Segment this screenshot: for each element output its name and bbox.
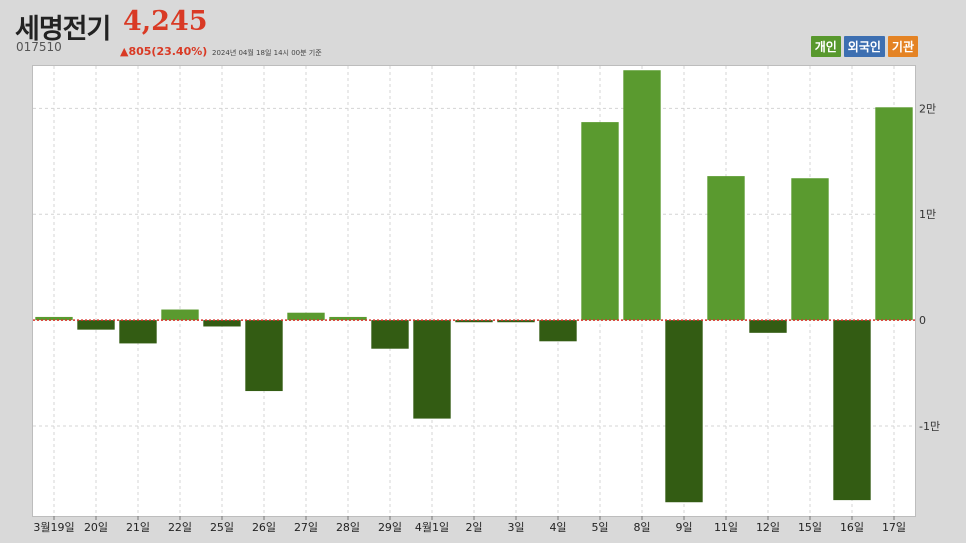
bar-3일 (497, 320, 535, 323)
bar-11일 (707, 176, 745, 321)
x-tick-label: 12일 (756, 520, 780, 534)
legend-institution-button[interactable]: 기관 (887, 36, 918, 57)
x-tick-label: 3월19일 (33, 520, 74, 534)
x-tick-label: 17일 (882, 520, 906, 534)
x-tick-label: 20일 (84, 520, 108, 534)
x-tick-label: 4월1일 (415, 520, 449, 534)
bar-22일 (161, 309, 199, 321)
bar-8일 (623, 70, 661, 321)
x-tick-label: 21일 (126, 520, 150, 534)
bar-25일 (203, 320, 241, 327)
x-tick-label: 11일 (714, 520, 738, 534)
bar-15일 (791, 178, 829, 321)
x-tick-label: 8일 (633, 520, 650, 534)
x-tick-label: 29일 (378, 520, 402, 534)
legend-individual-button[interactable]: 개인 (810, 36, 841, 57)
bar-3월19일 (35, 316, 73, 321)
bar-26일 (245, 320, 283, 392)
x-tick-label: 27일 (294, 520, 318, 534)
stock-price: 4,245 (123, 6, 208, 37)
y-tick-label: 1만 (919, 208, 936, 221)
y-tick-label: 0 (919, 314, 926, 327)
x-tick-label: 15일 (798, 520, 822, 534)
x-tick-label: 26일 (252, 520, 276, 534)
x-tick-label: 22일 (168, 520, 192, 534)
x-tick-label: 4일 (549, 520, 566, 534)
legend-foreign-button[interactable]: 외국인 (843, 36, 885, 57)
stock-code: 017510 (16, 40, 62, 54)
bar-16일 (833, 320, 871, 501)
x-tick-label: 2일 (465, 520, 482, 534)
bar-5일 (581, 122, 619, 321)
y-tick-label: -1만 (919, 420, 940, 433)
x-tick-label: 28일 (336, 520, 360, 534)
bar-28일 (329, 316, 367, 321)
bar-2일 (455, 320, 493, 323)
timestamp: 2024년 04월 18일 14시 00분 기준 (212, 49, 322, 57)
bar-27일 (287, 312, 325, 321)
price-change: ▲805(23.40%) (120, 45, 208, 58)
x-tick-label: 3일 (507, 520, 524, 534)
bar-4월1일 (413, 320, 451, 419)
bar-9일 (665, 320, 703, 503)
bar-4일 (539, 320, 577, 342)
bar-21일 (119, 320, 157, 344)
x-tick-label: 25일 (210, 520, 234, 534)
x-tick-label: 5일 (591, 520, 608, 534)
bar-29일 (371, 320, 409, 349)
x-tick-label: 9일 (675, 520, 692, 534)
investor-legend: 개인 외국인 기관 (810, 36, 918, 57)
bar-17일 (875, 107, 913, 321)
bar-12일 (749, 320, 787, 333)
bar-20일 (77, 320, 115, 330)
x-tick-label: 16일 (840, 520, 864, 534)
y-tick-label: 2만 (919, 102, 936, 115)
stock-name: 세명전기 (15, 14, 111, 45)
